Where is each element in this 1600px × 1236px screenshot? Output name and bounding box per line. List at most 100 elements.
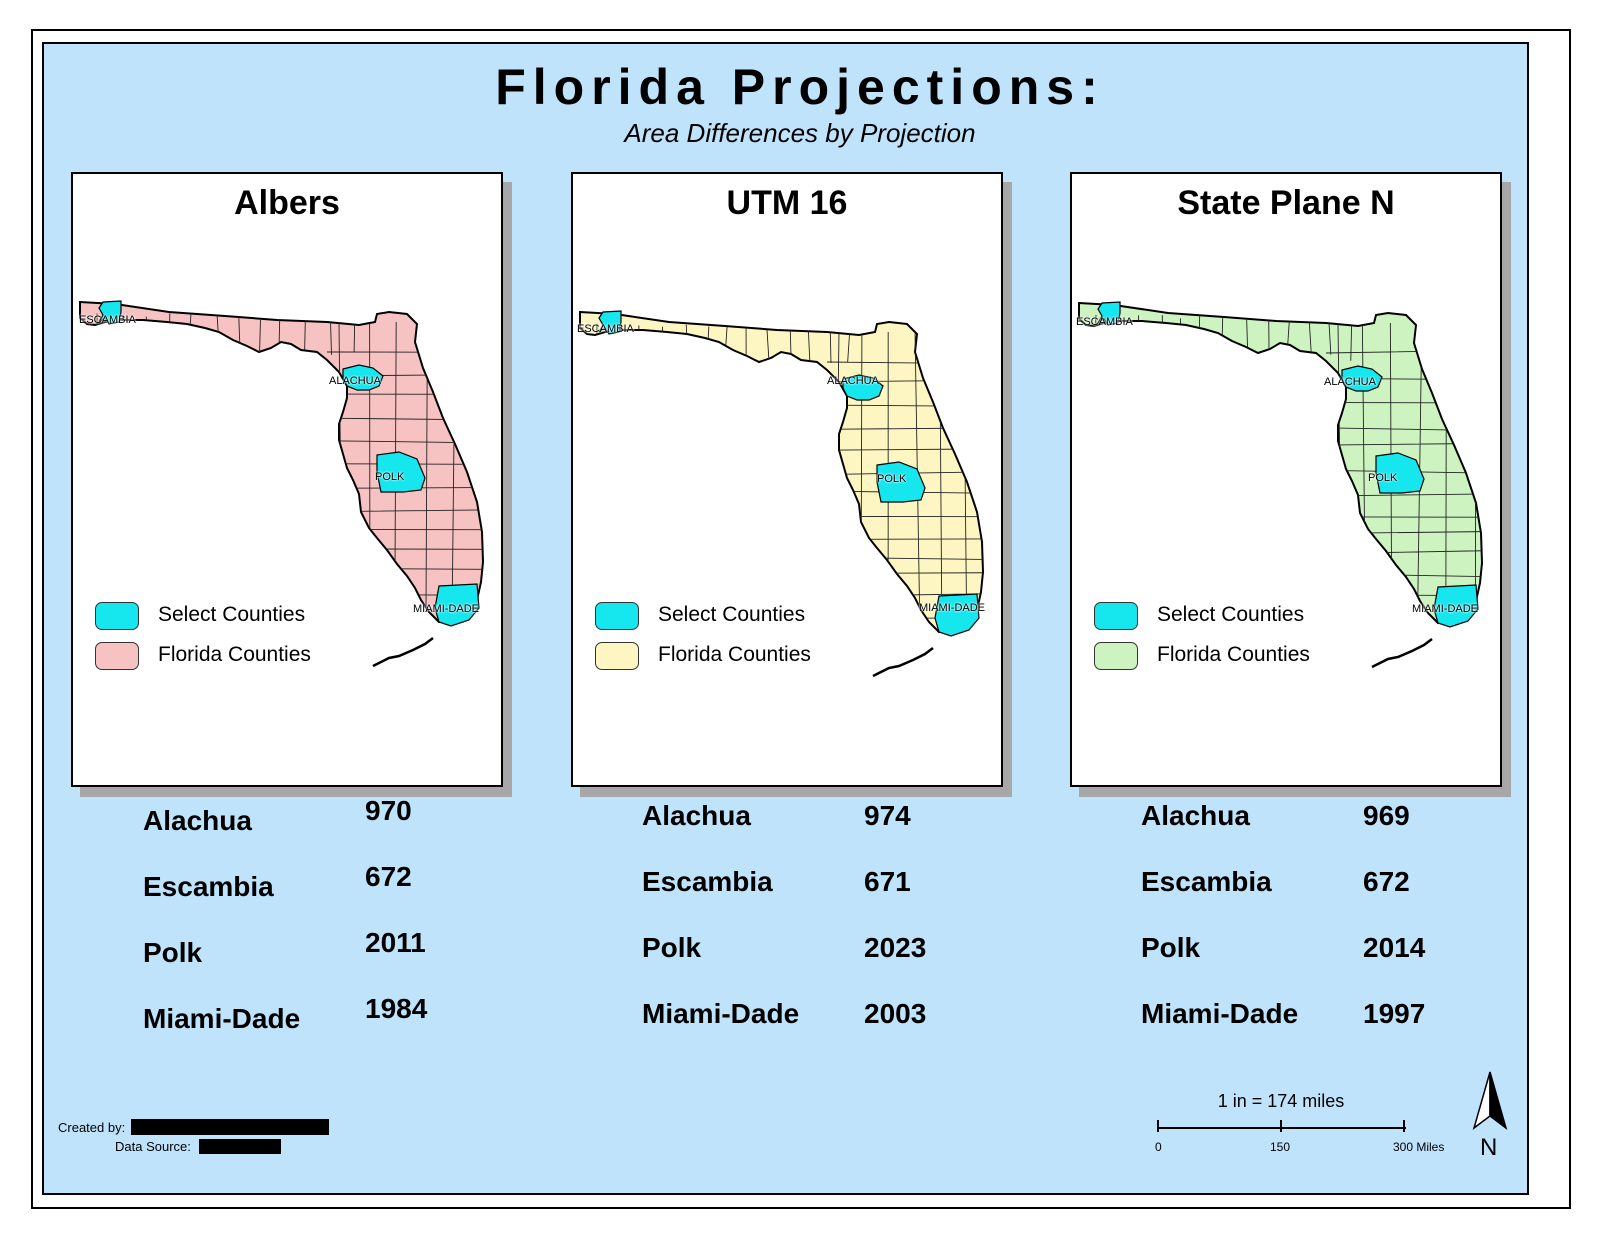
florida-counties-shape	[79, 300, 485, 624]
county-name: Miami-Dade	[143, 1003, 301, 1034]
county-name: Escambia	[143, 871, 274, 902]
map-title: Florida Projections:	[495, 59, 1105, 115]
county-name: Alachua	[642, 800, 751, 831]
panel-title: State Plane N	[1177, 184, 1395, 222]
county-name: Polk	[143, 937, 203, 968]
area-row: Miami-Dade 1997	[1141, 800, 1541, 1029]
county-label-miami: MIAMI-DADE	[1412, 603, 1478, 615]
selected-county-polk	[1375, 452, 1425, 494]
selected-county-alachua	[842, 374, 884, 401]
county-area-value: 974	[864, 800, 911, 831]
scale-tick-300: 300 Miles	[1393, 1140, 1445, 1154]
selected-county-alachua	[1341, 365, 1383, 392]
county-area-value: 2014	[1363, 932, 1426, 963]
county-area-value: 2011	[365, 927, 426, 958]
florida-counties-shape	[1078, 301, 1484, 625]
area-row: Escambia 672	[143, 800, 543, 902]
area-row: Miami-Dade 1984	[143, 800, 543, 1034]
county-label-alachua: ALACHUA	[329, 375, 381, 387]
area-row: Escambia 672	[1141, 800, 1541, 897]
county-label-alachua: ALACHUA	[1324, 376, 1376, 388]
area-row: Alachua 969	[1141, 800, 1541, 840]
selected-county-polk	[876, 461, 926, 503]
legend-swatch	[95, 642, 139, 670]
selected-county-miami	[434, 583, 480, 627]
legend-label: Select Counties	[1157, 603, 1305, 626]
county-name: Alachua	[143, 805, 252, 836]
legend-swatch	[595, 602, 639, 630]
florida-keys	[872, 647, 934, 678]
county-area-value: 672	[365, 861, 412, 892]
area-row: Alachua 974	[642, 800, 1042, 840]
county-label-escambia: ESCAMBIA	[1076, 316, 1133, 328]
area-row: Polk 2011	[143, 800, 543, 968]
legend-swatch	[1094, 642, 1138, 670]
panel-title: UTM 16	[726, 184, 848, 222]
county-name: Escambia	[1141, 866, 1272, 897]
legend-swatch	[595, 642, 639, 670]
selected-county-miami	[934, 593, 980, 637]
legend-label: Florida Counties	[1157, 643, 1310, 666]
redacted-author	[131, 1119, 329, 1135]
legend-label: Select Counties	[658, 603, 806, 626]
county-area-value: 969	[1363, 800, 1410, 831]
scale-bar: 1 in = 174 miles 0 150 300 Miles	[1150, 1088, 1450, 1168]
area-row: Polk 2023	[642, 800, 1042, 963]
legend-label: Florida Counties	[658, 643, 811, 666]
area-row: Alachua 970	[143, 795, 543, 840]
county-label-escambia: ESCAMBIA	[79, 314, 136, 326]
selected-county-miami	[1433, 584, 1479, 628]
north-label: N	[1480, 1134, 1498, 1161]
county-area-value: 672	[1363, 866, 1410, 897]
selected-county-polk	[376, 451, 426, 493]
county-area-value: 671	[864, 866, 911, 897]
legend-label: Select Counties	[158, 603, 306, 626]
county-label-escambia: ESCAMBIA	[577, 323, 634, 335]
county-name: Polk	[642, 932, 702, 963]
map-panel-utm16: UTM 16 ESCAMBIA ALACHUA POLK MIAMI-DADE Selec…	[571, 172, 1003, 787]
area-row: Miami-Dade 2003	[642, 800, 1042, 1029]
scale-tick-150: 150	[1270, 1140, 1291, 1154]
map-panel-state-plane: State Plane N ESCAMBIA ALACHUA POLK MIAMI-DA…	[1070, 172, 1502, 787]
selected-county-escambia	[598, 310, 622, 335]
scale-text: 1 in = 174 miles	[1217, 1091, 1345, 1111]
map-subtitle: Area Differences by Projection	[624, 118, 976, 148]
north-arrow-icon: N	[1468, 1070, 1512, 1161]
area-row: Polk 2014	[1141, 800, 1541, 963]
data-source-label: Data Source:	[115, 1139, 191, 1154]
county-name: Escambia	[642, 866, 773, 897]
florida-map	[579, 310, 985, 678]
county-area-value: 970	[365, 795, 412, 826]
scale-tick-0: 0	[1155, 1140, 1162, 1154]
legend-label: Florida Counties	[158, 643, 311, 666]
created-by-label: Created by:	[58, 1120, 126, 1135]
selected-county-escambia	[98, 300, 122, 325]
florida-counties-shape	[579, 310, 985, 634]
florida-keys	[1371, 638, 1433, 669]
selected-county-alachua	[342, 364, 384, 391]
florida-map	[1078, 301, 1484, 669]
county-label-polk: POLK	[877, 473, 907, 485]
county-name: Alachua	[1141, 800, 1250, 831]
county-label-miami: MIAMI-DADE	[413, 603, 479, 615]
county-label-alachua: ALACHUA	[827, 375, 879, 387]
florida-map	[79, 300, 485, 668]
legend-swatch	[1094, 602, 1138, 630]
scale-bar-graphic	[1157, 1120, 1406, 1132]
county-area-value: 1984	[365, 993, 428, 1024]
county-label-polk: POLK	[1368, 472, 1398, 484]
area-row: Escambia 671	[642, 800, 1042, 897]
county-name: Polk	[1141, 932, 1201, 963]
legend-swatch	[95, 602, 139, 630]
county-label-miami: MIAMI-DADE	[919, 602, 985, 614]
county-name: Miami-Dade	[642, 998, 800, 1029]
county-name: Miami-Dade	[1141, 998, 1299, 1029]
redacted-source	[199, 1139, 281, 1154]
county-label-polk: POLK	[375, 471, 405, 483]
map-panel-albers: Albers ESCAMBIA ALACHUA POLK MIAMI-DADE Selec…	[71, 172, 503, 787]
county-area-value: 1997	[1363, 998, 1426, 1029]
florida-keys	[372, 637, 434, 668]
panel-title: Albers	[234, 184, 340, 222]
selected-county-escambia	[1097, 301, 1121, 326]
county-area-value: 2023	[864, 932, 927, 963]
